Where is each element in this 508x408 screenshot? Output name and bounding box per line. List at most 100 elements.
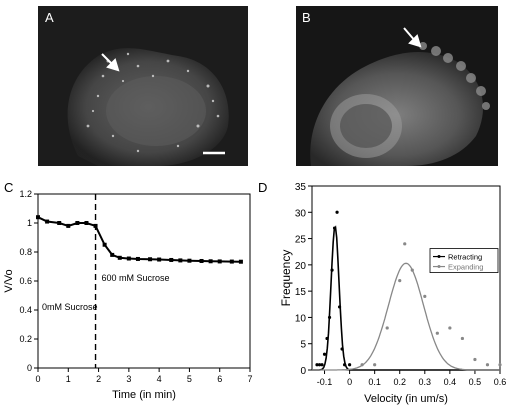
y-axis-label: V/Vo <box>3 269 15 292</box>
panel-label-a: A <box>45 10 54 25</box>
data-point-expanding <box>373 363 377 367</box>
data-point-retracting <box>342 363 347 367</box>
data-point-expanding <box>385 326 389 330</box>
data-point-expanding <box>473 357 477 362</box>
data-point <box>217 259 222 264</box>
data-point-retracting <box>332 226 337 230</box>
micrograph-b-image <box>296 6 498 166</box>
data-point-retracting <box>322 352 327 356</box>
x-tick-label: 0 <box>347 377 352 387</box>
data-point-expanding <box>410 268 414 272</box>
x-tick-label: 4 <box>157 374 162 384</box>
data-point <box>229 259 234 264</box>
data-point <box>57 221 62 225</box>
fit-curve-expanding <box>312 262 500 371</box>
y-tick-label: 35 <box>295 182 307 193</box>
data-point <box>157 257 162 262</box>
data-point-retracting <box>327 315 332 320</box>
y-tick-label: 0.2 <box>19 334 32 344</box>
x-tick-label: 0.6 <box>494 377 507 387</box>
panel-label-d: D <box>258 180 268 195</box>
x-axis-label: Time (in min) <box>112 389 176 401</box>
x-tick-label: 0.4 <box>444 377 457 387</box>
x-tick-label: 0.5 <box>469 377 482 387</box>
series-line <box>37 216 241 263</box>
legend-marker <box>437 265 441 269</box>
y-tick-label: 20 <box>295 261 307 272</box>
data-point-retracting <box>348 363 352 367</box>
chart-d: 0 5 10 15 20 25 30 35 -0.1 0 0.1 0.2 0.3 0.4 0.5 0.6 Ret… <box>279 182 507 405</box>
micrograph-b <box>296 6 498 166</box>
y-axis-label: Frequency <box>279 250 293 307</box>
x-tick-label: 1 <box>66 374 71 384</box>
x-tick-label: 6 <box>217 374 222 384</box>
arrow-icon <box>403 27 422 48</box>
data-point <box>238 259 243 264</box>
data-point-expanding <box>448 326 452 330</box>
data-point-retracting <box>315 363 319 367</box>
x-tick-label: 0 <box>35 374 40 384</box>
arrow-icon <box>101 53 120 72</box>
y-tick-label: 1 <box>27 218 32 228</box>
micrograph-a-image <box>38 6 248 166</box>
panel-label-b: B <box>302 10 311 25</box>
data-point-retracting <box>335 210 339 214</box>
data-point <box>169 257 174 262</box>
data-point <box>102 242 107 247</box>
data-point <box>84 221 89 225</box>
y-tick-label: 10 <box>295 313 307 324</box>
data-point <box>208 259 213 264</box>
legend-marker <box>437 255 441 259</box>
data-point-expanding <box>435 331 439 335</box>
data-point-expanding <box>498 363 502 367</box>
data-point-expanding <box>398 279 402 283</box>
y-tick-label: 5 <box>300 340 306 351</box>
micrograph-a <box>38 6 248 166</box>
data-point-retracting <box>320 363 324 367</box>
panel-label-c: C <box>4 180 14 195</box>
data-point-retracting <box>337 305 342 309</box>
x-tick-label: 2 <box>96 374 101 384</box>
data-point <box>199 258 204 263</box>
x-tick-label: 0.1 <box>368 377 381 387</box>
y-tick-label: 0.6 <box>19 276 32 286</box>
data-point-retracting <box>317 363 322 367</box>
y-tick-label: 0.4 <box>19 305 32 315</box>
data-point-expanding <box>460 336 464 341</box>
y-tick-label: 0.8 <box>19 247 32 257</box>
data-point <box>45 219 50 224</box>
data-point <box>178 258 183 263</box>
y-tick-label: 1.2 <box>19 189 32 199</box>
data-point-expanding <box>485 363 490 367</box>
data-point <box>117 255 122 260</box>
y-tick-label: 0 <box>27 363 32 373</box>
data-point-expanding <box>403 242 407 246</box>
data-point-retracting <box>330 268 334 272</box>
data-point <box>187 258 192 263</box>
data-point-retracting <box>325 336 329 341</box>
data-point-retracting <box>340 347 344 351</box>
y-tick-label: 0 <box>300 366 306 377</box>
annotation-left: 0mM Sucrose <box>42 302 98 312</box>
data-point <box>75 221 80 225</box>
x-tick-label: 0.2 <box>393 377 406 387</box>
legend-label: Expanding <box>448 263 483 272</box>
legend-label: Retracting <box>448 253 482 262</box>
data-point <box>135 256 140 261</box>
data-point <box>36 215 40 220</box>
x-tick-label: 3 <box>126 374 131 384</box>
x-tick-label: 5 <box>187 374 192 384</box>
data-point <box>110 252 115 257</box>
plot-frame <box>311 185 501 371</box>
x-axis-label: Velocity (in um/s) <box>364 393 448 405</box>
data-point <box>66 223 71 228</box>
data-point-expanding <box>360 363 364 367</box>
annotation-right: 600 mM Sucrose <box>102 273 170 283</box>
data-point <box>126 256 131 261</box>
data-point-expanding <box>423 294 427 298</box>
data-point <box>93 223 98 228</box>
chart-c: 0 0.2 0.4 0.6 0.8 1 1.2 0 1 2 3 4 5 6 7 0mM Sucrose 600 … <box>3 189 253 401</box>
x-tick-label: 0.3 <box>419 377 432 387</box>
x-tick-label: 7 <box>247 374 252 384</box>
legend <box>429 248 499 273</box>
